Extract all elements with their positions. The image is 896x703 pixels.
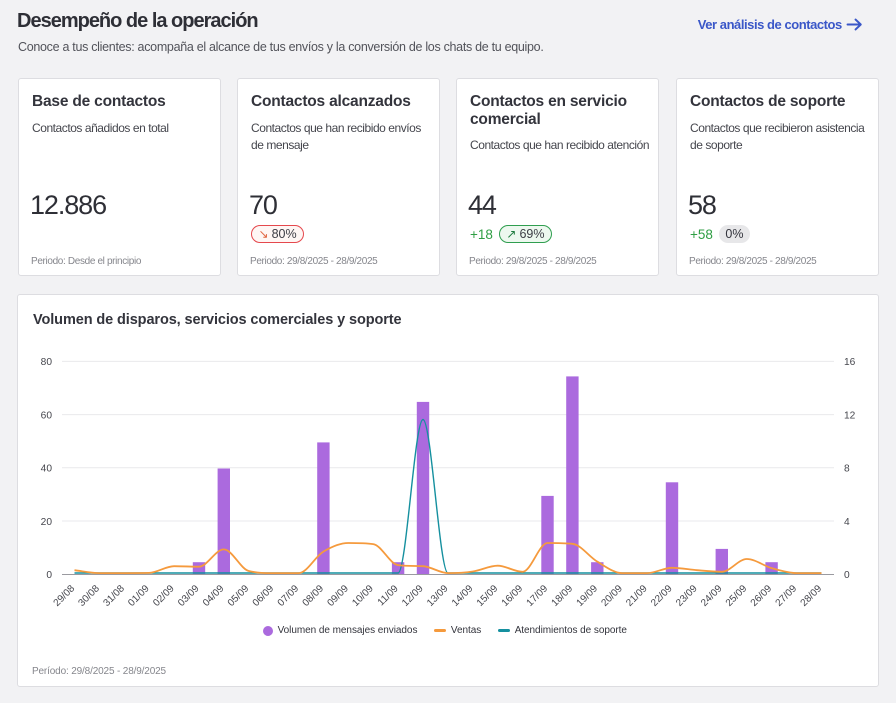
svg-text:20/09: 20/09 [599,583,625,609]
svg-text:80: 80 [41,357,53,368]
svg-text:02/09: 02/09 [151,583,177,609]
svg-text:4: 4 [844,517,850,528]
svg-text:13/09: 13/09 [425,583,451,609]
svg-text:8: 8 [844,464,850,475]
svg-text:23/09: 23/09 [674,583,700,609]
svg-text:14/09: 14/09 [450,583,476,609]
svg-text:24/09: 24/09 [699,583,725,609]
svg-text:06/09: 06/09 [251,583,277,609]
svg-text:10/09: 10/09 [350,583,376,609]
svg-text:12: 12 [844,410,856,421]
svg-text:07/09: 07/09 [276,583,302,609]
svg-text:11/09: 11/09 [376,583,401,608]
svg-text:0: 0 [46,570,52,581]
svg-text:16: 16 [844,357,856,368]
svg-text:20: 20 [41,517,53,528]
svg-text:31/08: 31/08 [101,583,127,609]
svg-text:21/09: 21/09 [624,583,650,609]
svg-text:29/08: 29/08 [52,583,78,609]
svg-text:15/09: 15/09 [475,583,501,609]
svg-text:26/09: 26/09 [749,583,775,609]
svg-text:17/09: 17/09 [525,583,551,609]
svg-text:08/09: 08/09 [301,583,327,609]
svg-text:30/08: 30/08 [76,583,102,609]
svg-text:27/09: 27/09 [774,583,800,609]
svg-text:22/09: 22/09 [649,583,675,609]
svg-text:12/09: 12/09 [400,583,426,609]
svg-text:28/09: 28/09 [799,583,825,609]
svg-text:60: 60 [41,410,53,421]
svg-text:40: 40 [41,464,53,475]
svg-text:0: 0 [844,570,850,581]
svg-text:19/09: 19/09 [575,583,601,609]
svg-text:04/09: 04/09 [201,583,227,609]
svg-text:09/09: 09/09 [325,583,351,609]
svg-text:01/09: 01/09 [126,583,152,609]
svg-text:03/09: 03/09 [176,583,202,609]
svg-text:05/09: 05/09 [226,583,252,609]
svg-text:25/09: 25/09 [724,583,750,609]
svg-text:18/09: 18/09 [550,583,576,609]
svg-text:16/09: 16/09 [500,583,526,609]
